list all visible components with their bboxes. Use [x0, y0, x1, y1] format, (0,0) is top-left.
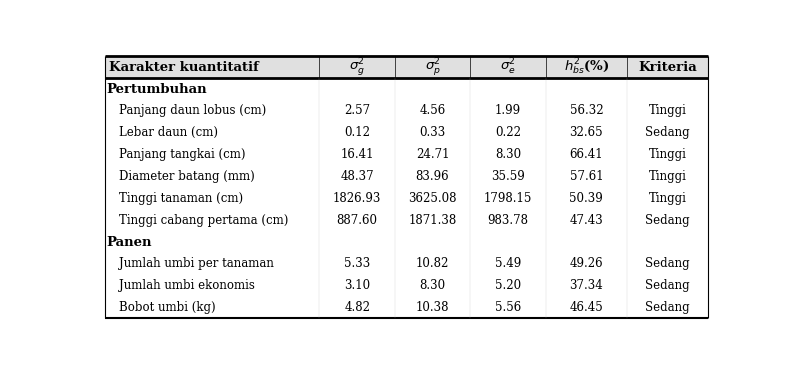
Text: 1871.38: 1871.38	[408, 214, 457, 227]
Text: Tinggi: Tinggi	[649, 170, 687, 183]
Text: Pertumbuhan: Pertumbuhan	[106, 83, 207, 96]
Text: 2.57: 2.57	[344, 104, 370, 117]
Text: Diameter batang (mm): Diameter batang (mm)	[118, 170, 254, 183]
Text: Sedang: Sedang	[646, 301, 690, 314]
Text: 32.65: 32.65	[569, 126, 603, 140]
Text: Sedang: Sedang	[646, 279, 690, 292]
Text: Panjang daun lobus (cm): Panjang daun lobus (cm)	[118, 104, 266, 117]
Text: 47.43: 47.43	[569, 214, 603, 227]
Text: 16.41: 16.41	[341, 148, 374, 161]
Text: 4.82: 4.82	[344, 301, 370, 314]
Bar	[106, 56, 708, 78]
Text: 50.39: 50.39	[569, 192, 603, 205]
Text: Panen: Panen	[106, 236, 152, 249]
Text: Tinggi tanaman (cm): Tinggi tanaman (cm)	[118, 192, 243, 205]
Text: Bobot umbi (kg): Bobot umbi (kg)	[118, 301, 215, 314]
Text: $\sigma^2_p$: $\sigma^2_p$	[425, 56, 441, 78]
Text: 46.45: 46.45	[569, 301, 603, 314]
Text: Tinggi: Tinggi	[649, 192, 687, 205]
Text: $h^2_{bs}$(%): $h^2_{bs}$(%)	[564, 57, 609, 77]
Text: Sedang: Sedang	[646, 126, 690, 140]
Text: 1826.93: 1826.93	[333, 192, 381, 205]
Text: Sedang: Sedang	[646, 214, 690, 227]
Text: Lebar daun (cm): Lebar daun (cm)	[118, 126, 218, 140]
Text: Sedang: Sedang	[646, 257, 690, 270]
Text: Tinggi: Tinggi	[649, 148, 687, 161]
Text: $\sigma^2_e$: $\sigma^2_e$	[500, 57, 516, 77]
Text: 57.61: 57.61	[569, 170, 603, 183]
Text: 3.10: 3.10	[344, 279, 370, 292]
Text: 0.12: 0.12	[344, 126, 370, 140]
Text: 10.82: 10.82	[416, 257, 449, 270]
Text: 1798.15: 1798.15	[484, 192, 532, 205]
Text: 5.56: 5.56	[495, 301, 521, 314]
Text: 983.78: 983.78	[488, 214, 529, 227]
Text: 5.20: 5.20	[495, 279, 521, 292]
Text: 35.59: 35.59	[491, 170, 525, 183]
Text: Karakter kuantitatif: Karakter kuantitatif	[109, 61, 259, 74]
Text: 0.22: 0.22	[495, 126, 521, 140]
Text: 1.99: 1.99	[495, 104, 521, 117]
Text: 48.37: 48.37	[341, 170, 374, 183]
Text: 5.49: 5.49	[495, 257, 521, 270]
Text: 0.33: 0.33	[419, 126, 445, 140]
Text: 5.33: 5.33	[344, 257, 370, 270]
Text: 83.96: 83.96	[416, 170, 449, 183]
Text: 8.30: 8.30	[419, 279, 445, 292]
Text: 3625.08: 3625.08	[408, 192, 457, 205]
Text: 4.56: 4.56	[419, 104, 445, 117]
Text: 56.32: 56.32	[569, 104, 603, 117]
Text: 37.34: 37.34	[569, 279, 603, 292]
Text: 10.38: 10.38	[416, 301, 449, 314]
Text: 24.71: 24.71	[416, 148, 449, 161]
Text: 887.60: 887.60	[337, 214, 378, 227]
Text: 49.26: 49.26	[569, 257, 603, 270]
Text: Kriteria: Kriteria	[638, 61, 697, 74]
Text: Panjang tangkai (cm): Panjang tangkai (cm)	[118, 148, 245, 161]
Text: Jumlah umbi ekonomis: Jumlah umbi ekonomis	[118, 279, 255, 292]
Text: 8.30: 8.30	[495, 148, 521, 161]
Text: Jumlah umbi per tanaman: Jumlah umbi per tanaman	[118, 257, 274, 270]
Text: $\sigma^2_g$: $\sigma^2_g$	[349, 56, 365, 78]
Text: 66.41: 66.41	[569, 148, 603, 161]
Text: Tinggi cabang pertama (cm): Tinggi cabang pertama (cm)	[118, 214, 288, 227]
Text: Tinggi: Tinggi	[649, 104, 687, 117]
